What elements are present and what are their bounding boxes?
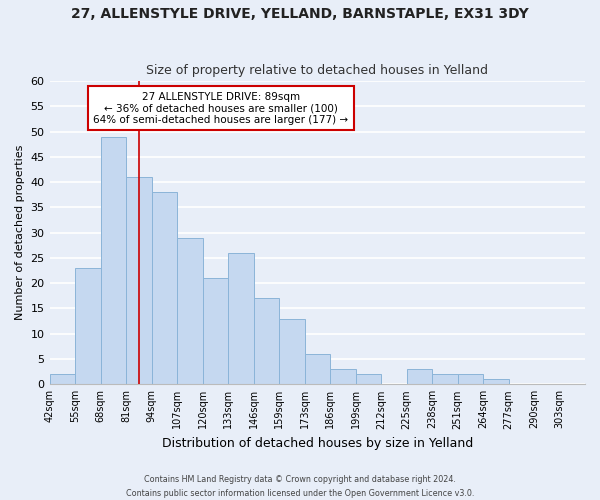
- Text: Contains HM Land Registry data © Crown copyright and database right 2024.
Contai: Contains HM Land Registry data © Crown c…: [126, 476, 474, 498]
- Bar: [152, 192, 177, 384]
- Text: 27 ALLENSTYLE DRIVE: 89sqm
← 36% of detached houses are smaller (100)
64% of sem: 27 ALLENSTYLE DRIVE: 89sqm ← 36% of deta…: [94, 92, 349, 125]
- Bar: [356, 374, 381, 384]
- Bar: [432, 374, 458, 384]
- Bar: [75, 268, 101, 384]
- Title: Size of property relative to detached houses in Yelland: Size of property relative to detached ho…: [146, 64, 488, 77]
- X-axis label: Distribution of detached houses by size in Yelland: Distribution of detached houses by size …: [161, 437, 473, 450]
- Bar: [330, 369, 356, 384]
- Bar: [483, 379, 509, 384]
- Bar: [228, 253, 254, 384]
- Bar: [458, 374, 483, 384]
- Bar: [203, 278, 228, 384]
- Bar: [50, 374, 75, 384]
- Y-axis label: Number of detached properties: Number of detached properties: [15, 145, 25, 320]
- Bar: [305, 354, 330, 384]
- Bar: [177, 238, 203, 384]
- Bar: [101, 136, 126, 384]
- Bar: [254, 298, 279, 384]
- Bar: [126, 177, 152, 384]
- Text: 27, ALLENSTYLE DRIVE, YELLAND, BARNSTAPLE, EX31 3DY: 27, ALLENSTYLE DRIVE, YELLAND, BARNSTAPL…: [71, 8, 529, 22]
- Bar: [407, 369, 432, 384]
- Bar: [279, 318, 305, 384]
